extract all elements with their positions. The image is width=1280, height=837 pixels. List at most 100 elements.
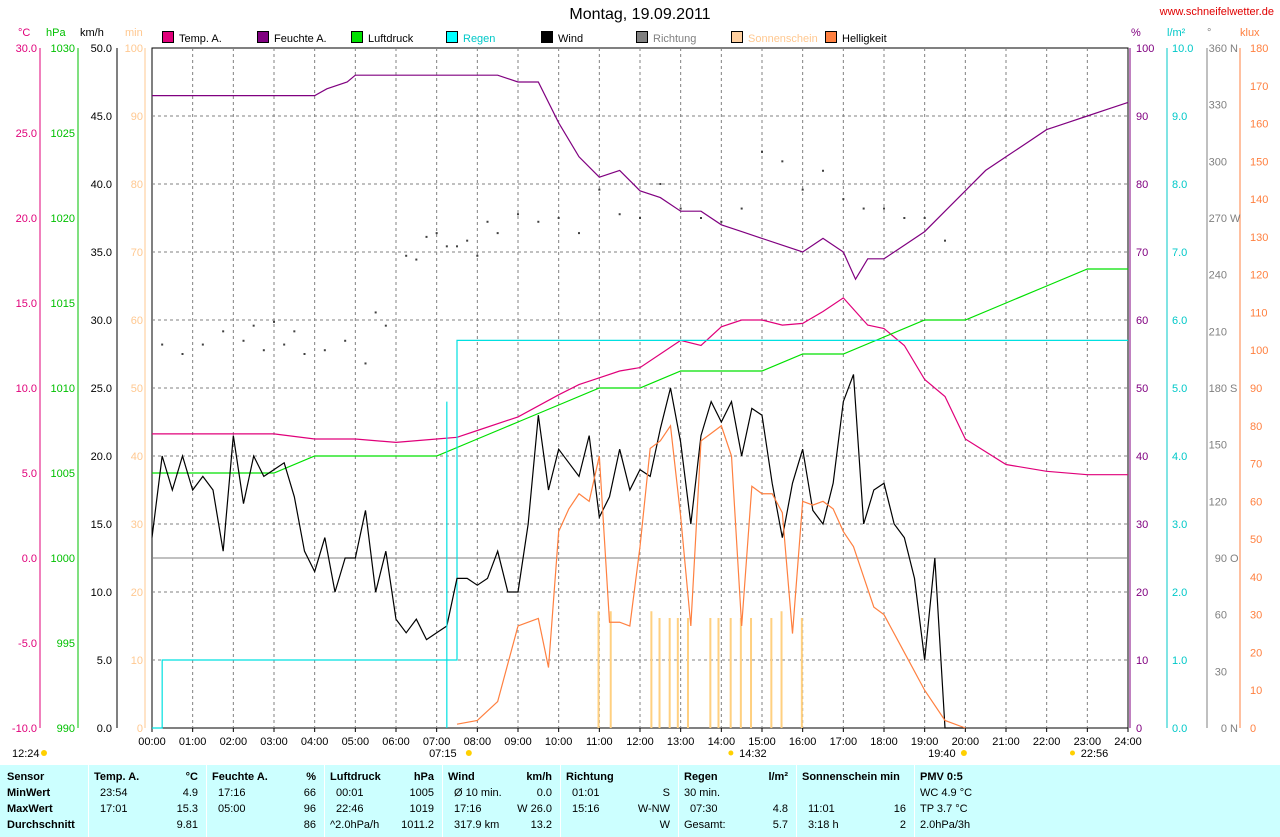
stat-time: Gesamt: xyxy=(684,819,726,831)
series-line xyxy=(152,74,1129,281)
x-tick-label: 00:00 xyxy=(138,736,166,748)
temp-tick-label: -10.0 xyxy=(12,723,37,735)
legend-item: Feuchte A. xyxy=(257,31,327,45)
direction-point xyxy=(435,232,438,235)
direction-point xyxy=(364,362,367,365)
press-tick-label: 1030 xyxy=(51,43,75,55)
lux-tick-label: 110 xyxy=(1250,307,1268,319)
direction-point xyxy=(344,339,347,342)
dir-tick-label: 90 xyxy=(1215,553,1227,565)
sun-unit: min xyxy=(125,27,143,39)
site-url[interactable]: www.schneifelwetter.de xyxy=(1159,6,1274,18)
press-tick-label: 990 xyxy=(57,723,75,735)
lux-tick-label: 100 xyxy=(1250,345,1268,357)
legend-item: Helligkeit xyxy=(825,31,887,45)
noon-label: 14:32 xyxy=(739,748,767,760)
stat-header: Feuchte A. xyxy=(212,771,268,783)
stat-header: Luftdruck xyxy=(330,771,381,783)
sun-tick-label: 60 xyxy=(131,315,143,327)
dir-compass-label: W xyxy=(1230,213,1241,225)
direction-point xyxy=(445,245,448,248)
x-tick-label: 05:00 xyxy=(342,736,370,748)
hum-tick-label: 90 xyxy=(1136,111,1148,123)
stat-header: Wind xyxy=(448,771,475,783)
direction-point xyxy=(923,217,926,219)
direction-point xyxy=(517,213,519,216)
stat-value: 2.0hPa/3h xyxy=(920,819,971,831)
lux-tick-label: 50 xyxy=(1250,534,1262,546)
direction-point xyxy=(405,254,408,257)
x-tick-label: 06:00 xyxy=(382,736,410,748)
direction-point xyxy=(425,235,428,238)
rain-tick-label: 3.0 xyxy=(1172,519,1187,531)
lux-tick-label: 60 xyxy=(1250,496,1262,508)
legend-item: Richtung xyxy=(636,31,696,45)
weather-chart: -10.0 -5.0 0.0 5.0 10.0 15.0 20.0 25.0 30.0 990 99… xyxy=(12,43,1268,760)
rain-tick-label: 1.0 xyxy=(1172,655,1187,667)
dir-tick-label: 360 xyxy=(1209,43,1227,55)
stat-value: 15.3 xyxy=(176,803,198,815)
legend-item: Temp. A. xyxy=(162,31,222,45)
x-tick-label: 21:00 xyxy=(992,736,1020,748)
temp-tick-label: 20.0 xyxy=(16,213,37,225)
direction-point xyxy=(801,188,804,191)
stat-value: W-NW xyxy=(637,803,670,815)
sunset-icon xyxy=(960,750,967,756)
stat-time: 22:46 xyxy=(336,803,364,815)
lux-tick-label: 160 xyxy=(1250,119,1268,131)
direction-point xyxy=(740,207,743,210)
stat-time: 07:30 xyxy=(690,803,718,815)
noon-icon xyxy=(728,750,734,756)
dir-compass-label: O xyxy=(1230,553,1239,565)
lux-tick-label: 80 xyxy=(1250,421,1262,433)
stat-value: 0.0 xyxy=(536,787,552,799)
stat-header: Richtung xyxy=(566,771,614,783)
stat-value: 2 xyxy=(899,819,906,831)
hum-tick-label: 30 xyxy=(1136,519,1148,531)
direction-point xyxy=(161,343,164,346)
sun-tick-label: 90 xyxy=(131,111,143,123)
x-tick-label: 04:00 xyxy=(301,736,329,748)
x-tick-label: 17:00 xyxy=(830,736,858,748)
dir-compass-label: N xyxy=(1230,43,1238,55)
pmv-stats: PMV 0:5 WC 4.9 °C TP 3.7 °C 2.0hPa/3h xyxy=(914,765,1114,837)
stat-value: S xyxy=(662,787,670,799)
direction-point xyxy=(496,232,499,235)
rain-tick-label: 2.0 xyxy=(1172,587,1187,599)
dir-tick-label: 60 xyxy=(1215,610,1227,622)
stat-time: 30 min. xyxy=(684,787,721,799)
dir-tick-label: 0 xyxy=(1221,723,1227,735)
direction-point xyxy=(262,349,265,352)
wind-tick-label: 30.0 xyxy=(91,315,112,327)
stat-time: 17:16 xyxy=(218,787,246,799)
temp-tick-label: 10.0 xyxy=(16,383,37,395)
stat-time: Ø 10 min. xyxy=(454,787,502,799)
x-tick-label: 16:00 xyxy=(789,736,817,748)
x-tick-label: 09:00 xyxy=(504,736,532,748)
direction-point xyxy=(242,339,245,342)
direction-point xyxy=(303,353,306,355)
direction-point xyxy=(374,311,377,314)
x-tick-label: 03:00 xyxy=(260,736,288,748)
stat-value: 4.8 xyxy=(772,803,788,815)
sun-tick-label: 20 xyxy=(131,587,143,599)
direction-point xyxy=(862,207,865,210)
press-tick-label: 1000 xyxy=(51,553,75,565)
legend-item: Regen xyxy=(446,31,495,45)
direction-point xyxy=(822,169,824,172)
stat-header: Regen xyxy=(684,771,718,783)
wind-tick-label: 15.0 xyxy=(91,519,112,531)
dir-tick-label: 300 xyxy=(1209,156,1227,168)
stat-header: Sonnenschein min xyxy=(802,771,900,783)
hum-tick-label: 70 xyxy=(1136,247,1148,259)
stat-header: Temp. A. xyxy=(94,771,140,783)
rain-unit: l/m² xyxy=(1167,27,1186,39)
wind-tick-label: 10.0 xyxy=(91,587,112,599)
hum-tick-label: 0 xyxy=(1136,723,1142,735)
x-tick-label: 08:00 xyxy=(464,736,492,748)
lux-unit: klux xyxy=(1240,27,1260,39)
direction-point xyxy=(415,258,418,261)
x-tick-label: 13:00 xyxy=(667,736,695,748)
rain-tick-label: 7.0 xyxy=(1172,247,1187,259)
dir-tick-label: 150 xyxy=(1209,440,1227,452)
